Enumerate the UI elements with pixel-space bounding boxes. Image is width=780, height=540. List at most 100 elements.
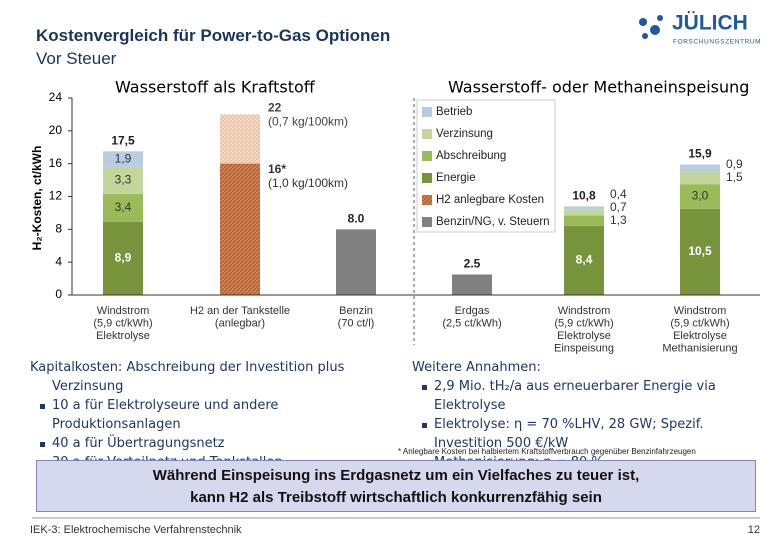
bullet: 2,9 Mio. tH₂/a aus erneuerbarer Energie … — [422, 379, 716, 394]
logo-dot — [650, 25, 660, 35]
heading: Verzinsung — [52, 379, 124, 394]
bullet-cont: Produktionsanlagen — [52, 417, 181, 432]
total-label: 17,5 — [111, 134, 135, 148]
bar-segment — [103, 221, 143, 295]
bar-segment — [564, 226, 604, 295]
total-label: 15,9 — [688, 147, 712, 161]
value-label: 8,4 — [576, 253, 593, 267]
x-tick-label: (anlegbar) — [215, 317, 265, 329]
bar-segment — [564, 206, 604, 210]
footnote: * Anlegbare Kosten bei halbiertem Krafts… — [398, 447, 696, 456]
bar-segment — [680, 184, 720, 209]
x-tick-label: (2,5 ct/kWh) — [442, 317, 501, 329]
bar-segment — [680, 171, 720, 185]
legend-swatch — [422, 195, 432, 205]
y-axis-label: H₂-Kosten, ct/kWh — [30, 146, 44, 251]
value-label: 2.5 — [464, 257, 481, 271]
logo-dot — [642, 33, 648, 39]
bar-segment — [564, 215, 604, 227]
logo-dot — [657, 15, 663, 21]
value-label: 22 — [268, 101, 282, 115]
bar-segment — [220, 163, 260, 295]
legend-label: Energie — [436, 172, 476, 184]
bar-segment — [103, 151, 143, 167]
bar-segment — [336, 229, 376, 295]
value-label: 1,9 — [115, 151, 132, 165]
legend-swatch — [422, 217, 432, 227]
legend-label: Abschreibung — [436, 150, 506, 162]
value-label: 0,4 — [610, 187, 627, 201]
legend-label: Betrieb — [436, 106, 472, 118]
legend-label: Verzinsung — [436, 128, 493, 140]
x-tick-label: H2 an der Tankstelle — [190, 305, 290, 317]
x-tick-label: Elektrolyse — [673, 330, 727, 342]
subtitle: Vor Steuer — [36, 49, 117, 68]
x-tick-label: (5,9 ct/kWh) — [554, 317, 613, 329]
annotation: (1,0 kg/100km) — [268, 176, 348, 190]
chart-title: Wasserstoff- oder Methaneinspeisung — [448, 78, 749, 97]
y-tick-label: 24 — [49, 90, 63, 104]
y-tick-label: 16 — [49, 156, 63, 170]
footer-text: IEK-3: Elektrochemische Verfahrenstechni… — [30, 524, 242, 536]
legend-label: Benzin/NG, v. Steuern — [436, 216, 550, 228]
legend-box — [416, 99, 556, 233]
legend-swatch — [422, 107, 432, 117]
y-tick-label: 12 — [49, 189, 63, 203]
x-tick-label: Windstrom — [674, 305, 727, 317]
logo: JÜLICH — [672, 12, 748, 35]
title: Kostenvergleich für Power-to-Gas Optione… — [36, 26, 391, 45]
y-tick-label: 0 — [55, 287, 62, 301]
bullet-list: 2,9 Mio. tH₂/a aus erneuerbarer Energie … — [412, 377, 716, 472]
chart-title: Wasserstoff als Kraftstoff — [115, 78, 316, 97]
x-tick-label: Erdgas — [455, 305, 490, 317]
value-label: 3,0 — [692, 189, 709, 203]
bullet-cont: Elektrolyse — [434, 398, 506, 413]
x-tick-label: (70 ct/l) — [338, 317, 375, 329]
legend-swatch — [422, 151, 432, 161]
value-label: 8.0 — [348, 212, 365, 226]
bullet: Elektrolyse: η = 70 %LHV, 28 GW; Spezif. — [422, 415, 716, 434]
value-label: 3,4 — [115, 200, 132, 214]
value-label: 1,3 — [610, 213, 627, 227]
bar-segment — [680, 208, 720, 295]
x-tick-label: Windstrom — [558, 305, 611, 317]
x-tick-label: Windstrom — [97, 305, 150, 317]
value-label: 16* — [268, 162, 286, 176]
value-label: 0,7 — [610, 200, 627, 214]
conclusion-box: Während Einspeisung ins Erdgasnetz um ei… — [36, 460, 756, 512]
bullet-cont: Investition 500 €/kW — [434, 436, 569, 451]
value-label: 1,5 — [726, 170, 743, 184]
bullet: 10 a für Elektrolyseure und andere — [39, 396, 344, 415]
conclusion-line: Während Einspeisung ins Erdgasnetz um ei… — [152, 467, 640, 484]
left-notes: Kapitalkosten: Abschreibung der Investit… — [30, 358, 344, 472]
x-tick-label: Elektrolyse — [96, 330, 150, 342]
y-tick-label: 8 — [55, 222, 62, 236]
legend-swatch — [422, 129, 432, 139]
y-tick-label: 4 — [55, 254, 62, 268]
x-tick-label: Methanisierung — [662, 342, 737, 354]
bar-segment — [103, 166, 143, 195]
bar-segment — [680, 164, 720, 172]
legend-swatch — [422, 173, 432, 183]
y-tick-label: 20 — [49, 123, 63, 137]
bar-segment — [452, 274, 492, 295]
bullet: 40 a für Übertragungsnetz — [39, 434, 344, 453]
bar-segment — [564, 209, 604, 216]
conclusion-line: kann H2 als Treibstoff wirtschaftlich ko… — [190, 489, 602, 506]
legend-label: H2 anlegbare Kosten — [436, 194, 544, 206]
x-tick-label: Elektrolyse — [557, 330, 611, 342]
logo-dot — [639, 18, 647, 26]
page-number: 12 — [748, 524, 760, 536]
x-tick-label: Einspeisung — [554, 342, 614, 354]
heading: Kapitalkosten: Abschreibung der Investit… — [30, 360, 345, 375]
value-label: 10,5 — [688, 244, 712, 258]
value-label: 8,9 — [115, 251, 132, 265]
heading: Weitere Annahmen: — [412, 360, 541, 375]
value-label: 0,9 — [726, 157, 743, 171]
x-tick-label: Benzin — [339, 305, 373, 317]
bar-segment — [103, 194, 143, 222]
x-tick-label: (5,9 ct/kWh) — [93, 317, 152, 329]
annotation: (0,7 kg/100km) — [268, 115, 348, 129]
x-tick-label: (5,9 ct/kWh) — [670, 317, 729, 329]
